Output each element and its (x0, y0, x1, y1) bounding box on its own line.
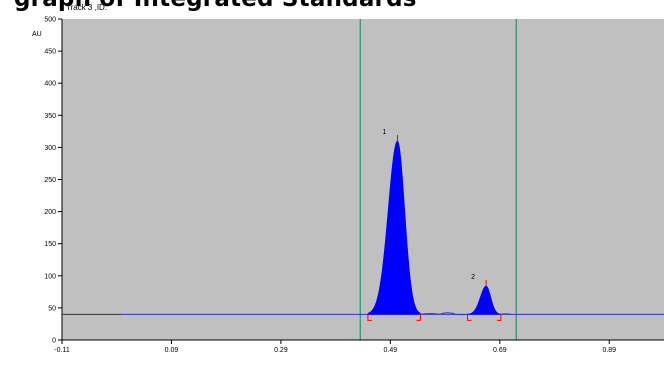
figure-caption: graph of Integrated Standards (14, 0, 417, 12)
peak-label: 2 (471, 274, 475, 281)
y-axis-label: AU (32, 31, 42, 38)
integration-bracket (496, 314, 502, 321)
y-tick-label: 250 (44, 177, 56, 184)
integration-bracket (467, 314, 472, 321)
integration-bracket (416, 314, 421, 321)
y-tick-label: 500 (44, 17, 56, 24)
x-tick-label: 0.49 (384, 347, 398, 354)
track-label: Track 3 ,ID: (66, 3, 108, 12)
x-tick-label: 0.89 (602, 347, 616, 354)
y-tick-label: 50 (48, 305, 56, 312)
y-tick-label: 450 (44, 49, 56, 56)
peak-label: 1 (383, 129, 387, 136)
y-tick-label: 0 (52, 338, 56, 345)
baseline-noise (420, 312, 468, 316)
x-tick-label: 0.09 (165, 347, 179, 354)
y-tick-label: 100 (44, 273, 56, 280)
peak-area (467, 285, 502, 315)
y-tick-label: 300 (44, 145, 56, 152)
x-tick-label: 0.29 (274, 347, 288, 354)
x-tick-label: 0.69 (493, 347, 507, 354)
plot-area (62, 19, 664, 340)
y-tick-label: 350 (44, 113, 56, 120)
peak-area (367, 140, 421, 315)
y-tick-label: 400 (44, 81, 56, 88)
y-tick-label: 150 (44, 241, 56, 248)
y-tick-label: 200 (44, 209, 56, 216)
integration-bracket (367, 314, 372, 321)
x-tick-label: -0.11 (54, 347, 70, 354)
